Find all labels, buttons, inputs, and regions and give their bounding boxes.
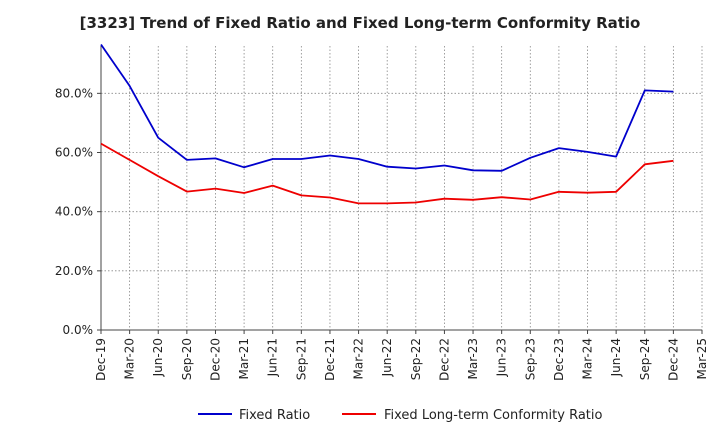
x-tick-label: Sep-20 — [180, 338, 194, 380]
x-tick-label: Dec-22 — [437, 338, 451, 381]
y-tick-label: 40.0% — [55, 205, 93, 219]
x-tick-label: Dec-19 — [94, 338, 108, 381]
series-line-2 — [100, 142, 674, 205]
x-tick-label: Mar-21 — [237, 338, 251, 379]
legend-label-1: Fixed Ratio — [239, 408, 310, 423]
x-tick-label: Sep-24 — [638, 338, 652, 380]
x-tick-label: Sep-22 — [409, 338, 423, 380]
y-tick-label: 0.0% — [63, 323, 94, 337]
x-tick-label: Dec-21 — [323, 338, 337, 381]
x-tick-label: Mar-24 — [581, 338, 595, 379]
y-tick-label: 80.0% — [55, 86, 93, 100]
x-tick-label: Mar-23 — [466, 338, 480, 379]
x-tick-label: Sep-21 — [294, 338, 308, 380]
y-tick-label: 60.0% — [55, 146, 93, 160]
x-tick-label: Jun-21 — [266, 338, 280, 377]
x-tick-label: Sep-23 — [523, 338, 537, 380]
x-tick-label: Jun-23 — [495, 338, 509, 377]
x-tick-label: Dec-23 — [552, 338, 566, 381]
y-tick-label: 20.0% — [55, 264, 93, 278]
x-tick-label: Jun-24 — [609, 338, 623, 377]
x-tick-label: Dec-24 — [666, 338, 680, 381]
x-tick-label: Mar-20 — [123, 338, 137, 379]
legend-label-2: Fixed Long-term Conformity Ratio — [384, 408, 603, 423]
x-tick-label: Jun-22 — [380, 338, 394, 377]
x-tick-label: Jun-20 — [151, 338, 165, 377]
x-tick-label: Mar-25 — [695, 338, 709, 379]
x-tick-label: Mar-22 — [352, 338, 366, 379]
series-line-1 — [100, 43, 674, 172]
chart-title: [3323] Trend of Fixed Ratio and Fixed Lo… — [79, 14, 641, 32]
x-tick-label: Dec-20 — [208, 338, 222, 381]
